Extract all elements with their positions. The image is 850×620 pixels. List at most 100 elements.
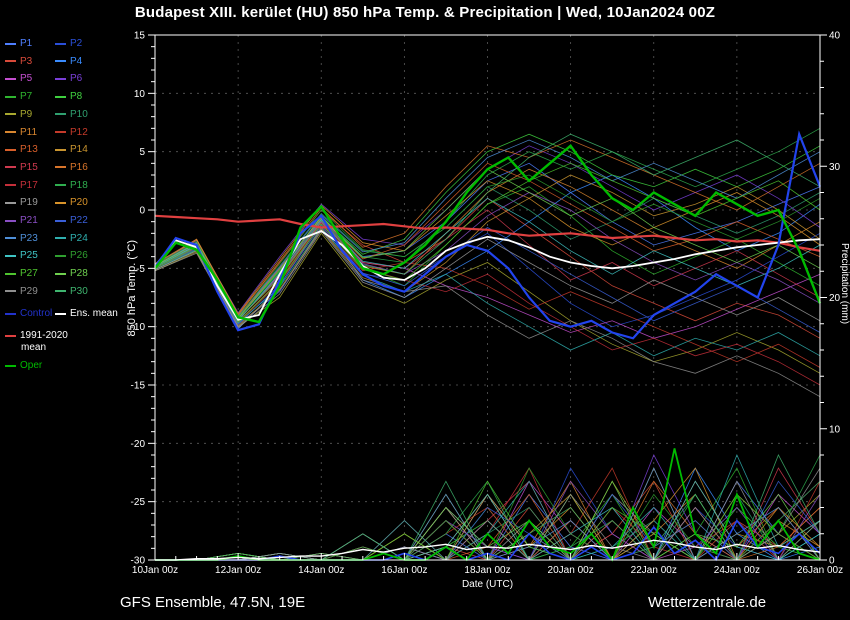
- legend-item-clim-mean-label: 1991-2020: [20, 330, 68, 341]
- legend-item-p1-swatch: [5, 42, 16, 45]
- legend-item-p24: P24: [55, 233, 88, 244]
- legend-item-p10-label: P10: [70, 108, 88, 120]
- footer-site-name: Wetterzentrale.de: [648, 594, 767, 611]
- legend-item-control-swatch: [5, 312, 16, 315]
- legend-item-p17-label: P17: [20, 179, 38, 191]
- legend-item-p18: P18: [55, 180, 88, 191]
- legend-item-p17-swatch: [5, 184, 16, 187]
- legend-item-p9-swatch: [5, 113, 16, 116]
- legend-item-p8-swatch: [55, 95, 66, 98]
- legend-item-p23: P23: [5, 233, 38, 244]
- legend-item-p16: P16: [55, 162, 88, 173]
- y-right-tick-label: 40: [829, 31, 841, 42]
- legend-item-p4-swatch: [55, 60, 66, 63]
- legend-item-p7-label: P7: [20, 91, 33, 103]
- legend-item-p26: P26: [55, 250, 88, 261]
- y-axis-label-precip: Precipitation (mm): [839, 243, 850, 325]
- main-temp-line-1991-2020-mean: [154, 214, 821, 252]
- legend-item-p27-label: P27: [20, 268, 38, 280]
- legend-item-p25-swatch: [5, 254, 16, 257]
- legend-item-ens-mean-swatch: [55, 312, 66, 315]
- legend-item-p1-label: P1: [20, 38, 33, 49]
- legend-item-p20-label: P20: [70, 197, 88, 209]
- legend-item-p1: P1: [5, 38, 32, 49]
- legend-item-p29: P29: [5, 286, 38, 297]
- ens-temp-line-p23: [154, 139, 821, 317]
- legend-item-p7: P7: [5, 91, 32, 102]
- legend-item-p30: P30: [55, 286, 88, 297]
- legend-item-p7-swatch: [5, 95, 16, 98]
- main-temp-line-ens-mean: [154, 229, 821, 321]
- y-left-tick-label: -15: [131, 381, 146, 392]
- legend-item-p20-swatch: [55, 201, 66, 204]
- main-precip-line-ens-mean: [155, 539, 821, 561]
- legend-item-p5: P5: [5, 73, 32, 84]
- legend-item-p24-swatch: [55, 237, 66, 240]
- legend-item-p12: P12: [55, 127, 88, 138]
- legend-item-p6-swatch: [55, 77, 66, 80]
- legend-item-p30-label: P30: [70, 285, 88, 297]
- ens-temp-line-p22: [154, 224, 821, 333]
- legend-item-p25: P25: [5, 250, 38, 261]
- legend-item-p3: P3: [5, 56, 32, 67]
- legend-item-p3-swatch: [5, 60, 16, 63]
- x-tick-label: 16Jan 00z: [381, 565, 427, 576]
- ens-temp-line-p16: [154, 139, 821, 316]
- ens-temp-line-p25: [154, 197, 821, 322]
- x-tick-label: 10Jan 00z: [132, 565, 178, 576]
- legend-item-p8: P8: [55, 91, 82, 102]
- legend-item-p15-label: P15: [20, 161, 38, 173]
- legend-item-oper: Oper: [5, 360, 42, 371]
- y-right-tick-label: 30: [829, 162, 841, 173]
- legend: P1 P2 P3 P4 P5 P6 P7 P8 P9 P10 P11 P12 P13 P14 P15 P16 P…: [5, 38, 155, 383]
- legend-item-control-label: Control: [20, 308, 53, 319]
- legend-item-p11: P11: [5, 127, 37, 138]
- legend-item-p28-swatch: [55, 272, 66, 275]
- legend-item-p30-swatch: [55, 290, 66, 293]
- x-tick-label: 18Jan 00z: [464, 565, 510, 576]
- legend-item-p27: P27: [5, 268, 38, 279]
- y-left-tick-label: 10: [134, 89, 146, 100]
- legend-item-p26-label: P26: [70, 250, 88, 262]
- y-left-tick-label: 15: [134, 31, 146, 42]
- legend-item-p27-swatch: [5, 272, 16, 275]
- y-left-tick-label: -10: [131, 322, 146, 333]
- legend-item-p16-swatch: [55, 166, 66, 169]
- legend-item-p13: P13: [5, 144, 38, 155]
- legend-item-p23-label: P23: [20, 232, 38, 244]
- legend-item-clim-mean: 1991-2020: [5, 330, 68, 341]
- legend-item-p10-swatch: [55, 113, 66, 116]
- legend-item-p9-label: P9: [20, 108, 33, 120]
- legend-item-ens-mean-label: Ens. mean: [70, 308, 118, 319]
- legend-item-ens-mean: Ens. mean: [55, 308, 118, 319]
- legend-item-p29-swatch: [5, 290, 16, 293]
- ens-temp-line-p17: [154, 222, 821, 386]
- legend-item-p19-swatch: [5, 201, 16, 204]
- ens-temp-line-p30: [154, 133, 821, 321]
- legend-item-p17: P17: [5, 180, 38, 191]
- footer-model-info: GFS Ensemble, 47.5N, 19E: [120, 594, 306, 611]
- x-tick-label: 20Jan 00z: [548, 565, 594, 576]
- legend-item-p25-label: P25: [20, 250, 38, 262]
- y-left-tick-label: 0: [139, 206, 145, 217]
- legend-item-p2-swatch: [55, 42, 66, 45]
- legend-item-p13-swatch: [5, 148, 16, 151]
- x-tick-label: 26Jan 00z: [797, 565, 843, 576]
- x-tick-label: 22Jan 00z: [631, 565, 677, 576]
- legend-item-p14-swatch: [55, 148, 66, 151]
- legend-item-p26-swatch: [55, 254, 66, 257]
- legend-item-p16-label: P16: [70, 161, 88, 173]
- legend-item-p2-label: P2: [70, 38, 83, 49]
- legend-item-p19: P19: [5, 197, 38, 208]
- legend-item-p22-label: P22: [70, 215, 88, 226]
- y-right-tick-label: 10: [829, 424, 841, 435]
- legend-item-p29-label: P29: [20, 285, 38, 297]
- ens-precip-line-p29: [155, 467, 821, 561]
- ens-temp-line-p8: [154, 133, 821, 320]
- legend-item-clim-mean-line2-label: mean: [21, 342, 47, 353]
- ens-temp-line-p24: [154, 226, 821, 357]
- legend-item-p24-label: P24: [70, 232, 88, 244]
- legend-item-control: Control: [5, 308, 52, 319]
- legend-item-p21: P21: [5, 215, 38, 226]
